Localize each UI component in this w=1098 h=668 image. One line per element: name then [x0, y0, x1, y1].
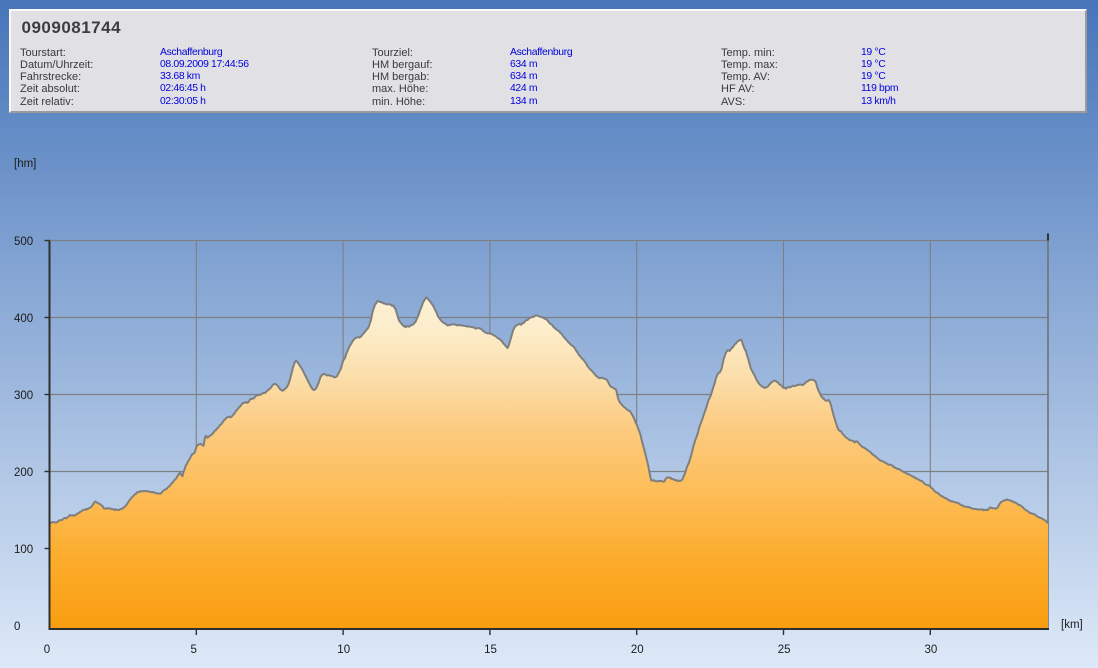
svg-text:100: 100: [14, 544, 33, 556]
svg-text:10: 10: [337, 644, 350, 656]
svg-text:500: 500: [14, 236, 33, 248]
svg-text:200: 200: [14, 467, 33, 479]
svg-text:400: 400: [14, 313, 33, 325]
svg-text:[km]: [km]: [1061, 619, 1083, 631]
svg-text:30: 30: [925, 644, 938, 656]
svg-text:0: 0: [14, 621, 20, 633]
svg-text:0: 0: [44, 644, 50, 656]
svg-text:15: 15: [484, 644, 497, 656]
svg-text:300: 300: [14, 390, 33, 402]
svg-text:20: 20: [631, 644, 644, 656]
svg-text:[hm]: [hm]: [14, 158, 36, 170]
svg-text:5: 5: [191, 644, 197, 656]
svg-text:25: 25: [778, 644, 791, 656]
